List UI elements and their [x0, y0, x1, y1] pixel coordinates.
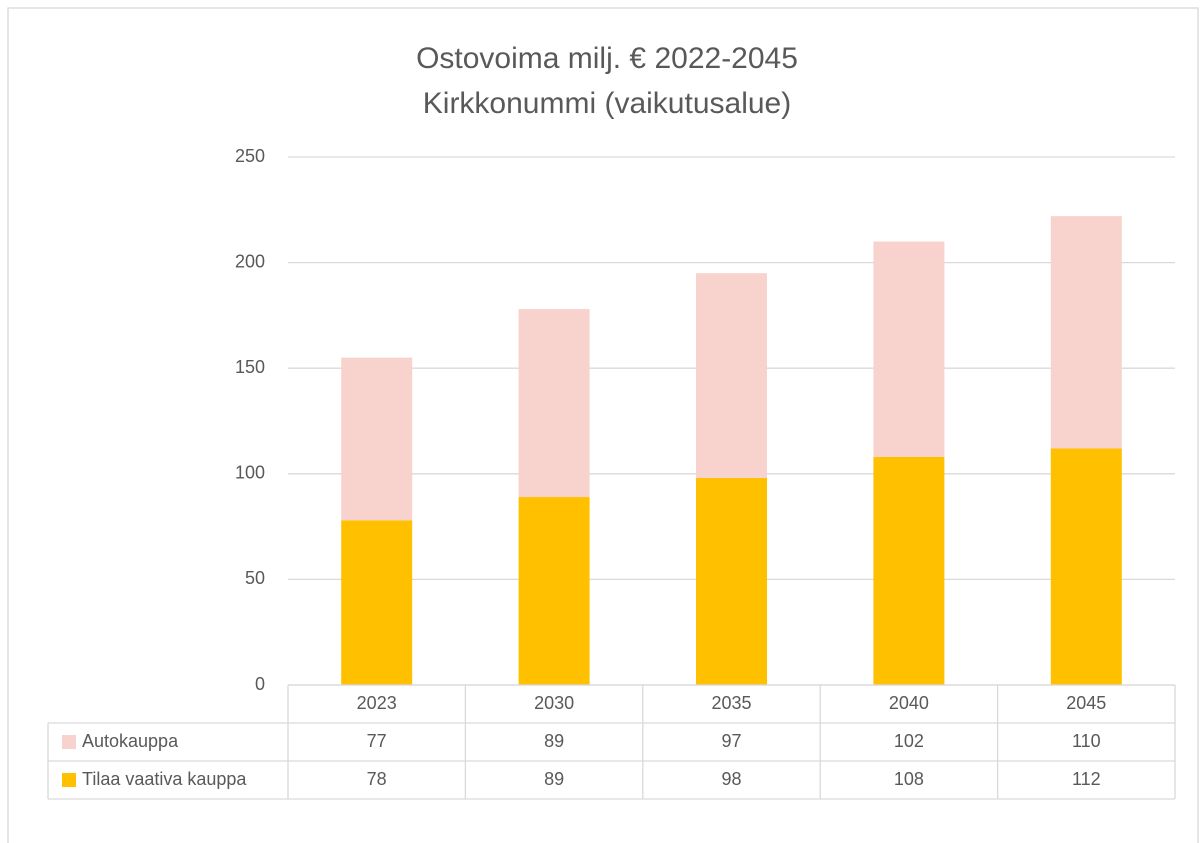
y-tick-label: 250: [235, 146, 265, 166]
x-tick-label: 2045: [1066, 693, 1106, 713]
y-tick-label: 150: [235, 357, 265, 377]
table-value: 89: [544, 769, 564, 789]
bar-segment: [696, 478, 767, 685]
bar-segment: [873, 241, 945, 457]
y-tick-label: 0: [255, 674, 265, 694]
table-value: 89: [544, 731, 564, 751]
chart-title: Ostovoima milj. € 2022-2045: [416, 42, 798, 75]
legend-label: Tilaa vaativa kauppa: [82, 769, 247, 789]
x-tick-label: 2040: [889, 693, 929, 713]
chart-subtitle: Kirkkonummi (vaikutusalue): [423, 87, 791, 120]
bar-segment: [341, 357, 413, 521]
bar-segment: [873, 456, 945, 685]
table-value: 98: [721, 769, 741, 789]
x-tick-label: 2030: [534, 693, 574, 713]
legend-label: Autokauppa: [82, 731, 179, 751]
table-value: 97: [721, 731, 741, 751]
y-tick-label: 100: [235, 463, 265, 483]
bar-segment: [518, 309, 590, 498]
legend-swatch: [62, 735, 76, 749]
table-value: 78: [367, 769, 387, 789]
x-tick-label: 2023: [357, 693, 397, 713]
table-value: 77: [367, 731, 387, 751]
x-tick-label: 2035: [711, 693, 751, 713]
bar-segment: [1050, 216, 1122, 449]
bar-segment: [518, 497, 590, 685]
chart-border: [7, 7, 1199, 843]
bar-segment: [696, 273, 767, 479]
legend-swatch: [62, 773, 76, 787]
table-value: 102: [894, 731, 924, 751]
bar-segment: [1050, 448, 1122, 685]
table-value: 108: [894, 769, 924, 789]
y-tick-label: 200: [235, 251, 265, 271]
y-tick-label: 50: [245, 568, 265, 588]
table-value: 110: [1072, 731, 1101, 751]
table-value: 112: [1072, 769, 1101, 789]
bar-segment: [341, 520, 413, 685]
